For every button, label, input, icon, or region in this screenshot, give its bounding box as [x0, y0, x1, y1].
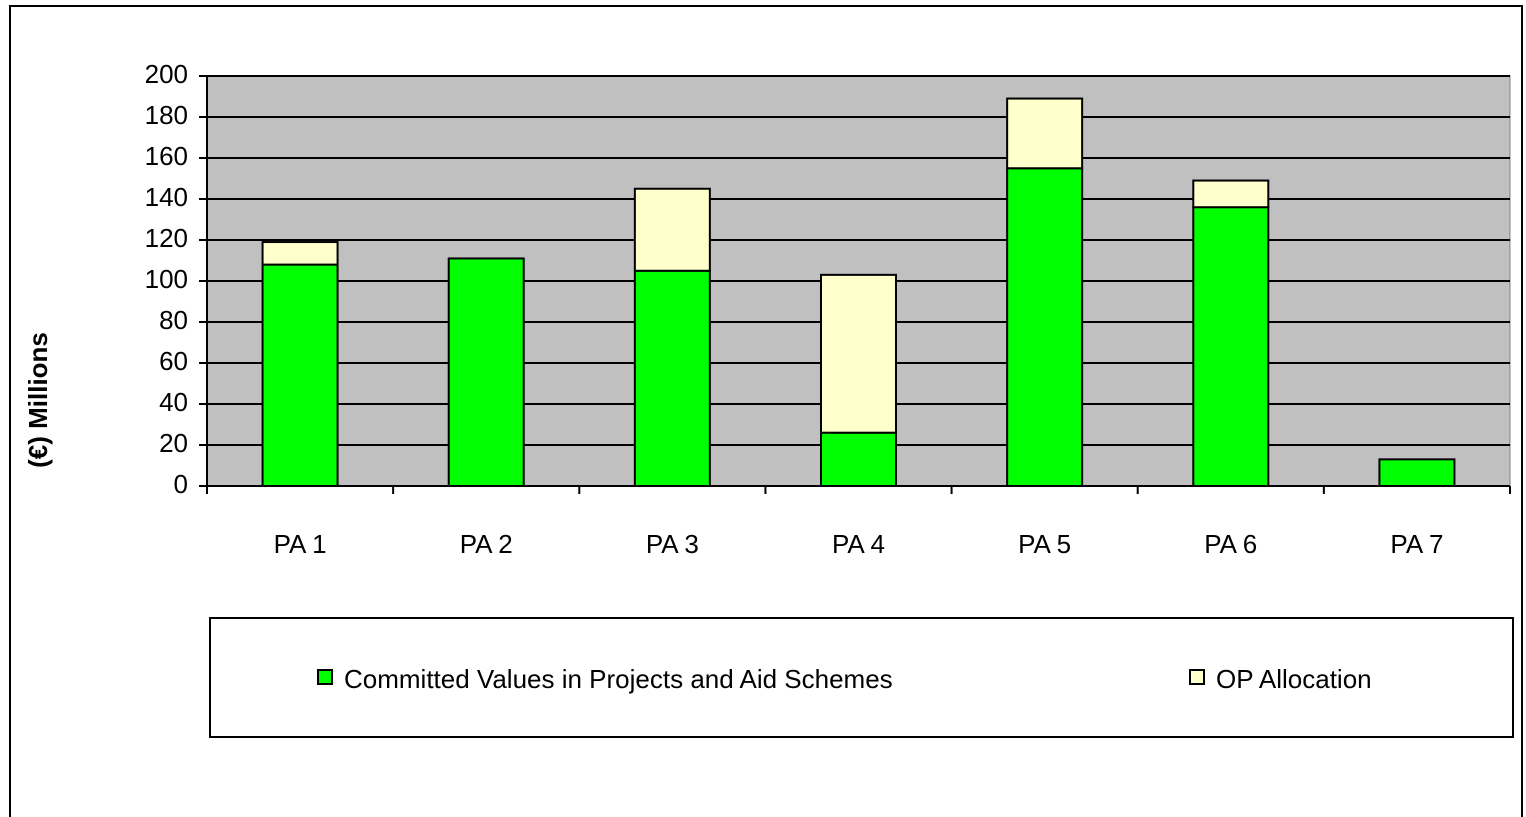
bar-segment [1006, 97, 1084, 170]
y-tick-label: 160 [145, 141, 188, 171]
legend-swatch [1189, 669, 1205, 685]
bar-segment [1192, 179, 1270, 209]
bar-segment [633, 269, 711, 487]
y-tick-label: 0 [174, 469, 188, 499]
bar-segment [1006, 167, 1084, 487]
x-tick-label: PA 5 [1018, 529, 1071, 559]
x-tick-label: PA 7 [1390, 529, 1443, 559]
legend-swatch [317, 669, 333, 685]
bar-segment [1378, 458, 1456, 488]
bar-segment [261, 263, 339, 487]
x-tick-label: PA 1 [274, 529, 327, 559]
y-tick-label: 180 [145, 100, 188, 130]
bar-segment [820, 431, 897, 488]
x-tick-label: PA 3 [646, 529, 699, 559]
y-tick-label: 80 [159, 305, 188, 335]
y-tick-label: 120 [145, 223, 188, 253]
x-tick-label: PA 4 [832, 529, 885, 559]
y-tick-label: 40 [159, 387, 188, 417]
y-tick-label: 20 [159, 428, 188, 458]
legend-box [209, 617, 1514, 738]
x-tick-label: PA 6 [1204, 529, 1257, 559]
bar-segment [447, 257, 525, 488]
bar-segment [820, 273, 897, 434]
x-tick-label: PA 2 [460, 529, 513, 559]
y-tick-label: 100 [145, 264, 188, 294]
legend-label: OP Allocation [1216, 664, 1372, 694]
legend-label: Committed Values in Projects and Aid Sch… [344, 664, 893, 694]
bar-segment [1192, 206, 1270, 487]
bar-segment [261, 241, 339, 266]
y-tick-label: 200 [145, 59, 188, 89]
y-tick-label: 60 [159, 346, 188, 376]
bar-segment [633, 187, 711, 272]
y-tick-label: 140 [145, 182, 188, 212]
y-axis-label: (€) Millions [23, 332, 53, 468]
